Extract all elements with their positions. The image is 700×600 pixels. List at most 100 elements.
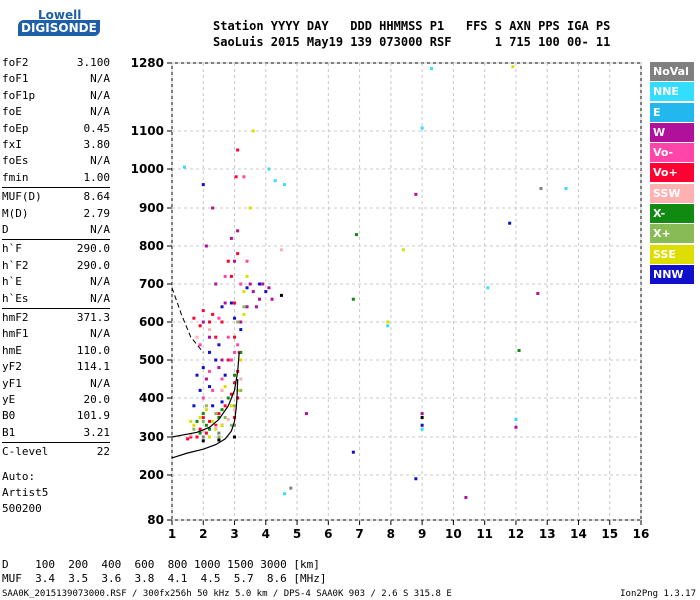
direction-legend: NoVal NNE E W Vo- Vo+ SSW X- X+ SSE NNW [650,62,694,285]
param-key: h`F [2,242,22,256]
scatter-point [214,358,218,362]
scatter-point [242,290,246,294]
scatter-point [264,290,268,294]
scatter-point [229,423,233,427]
scatter-point [186,437,190,441]
scatter-point [192,316,196,320]
x-tick-label: 15 [601,527,618,541]
y-tick-label: 1000 [131,162,164,176]
scatter-point [226,396,230,400]
param-value: N/A [90,376,110,390]
muf-value-row: MUF 3.4 3.5 3.6 3.8 4.1 4.5 5.7 8.6 [MHz… [2,572,327,585]
scatter-point [201,435,205,439]
scatter-point [233,408,237,412]
scatter-point [270,297,274,301]
scatter-point [279,293,283,297]
scatter-point [245,286,249,290]
scatter-point [414,477,418,481]
muf-distance-row: D 100 200 400 600 800 1000 1500 3000 [km… [2,558,320,571]
scatter-point [236,320,240,324]
param-row-clevel: C-level 22 [2,444,110,460]
scatter-point [201,419,205,423]
digisonde-logo: Lowell DIGISONDE [8,8,108,38]
scatter-point [420,423,424,427]
param-value: 3.80 [83,138,111,151]
legend-item-e: E [650,102,694,122]
param-row-foe: foE N/A [2,104,110,120]
y-tick-label: 600 [139,315,164,329]
scatter-point [223,404,227,408]
param-key: yF1 [2,376,22,390]
scatter-point [258,297,262,301]
scatter-point [245,274,249,278]
scatter-point [189,435,193,439]
scatter-point [258,282,262,286]
param-key: D [2,223,9,236]
scatter-point [261,282,265,286]
scatter-point [217,435,221,439]
scatter-point [245,259,249,263]
param-value: 0.45 [83,121,111,135]
scatter-point [242,305,246,309]
scatter-point [189,433,193,437]
scatter-point [183,165,187,169]
scatter-point [242,312,246,316]
parameter-separator [2,239,110,241]
header-values: SaoLuis 2015 May19 139 073000 RSF 1 715 … [213,35,611,49]
x-tick-label: 3 [230,527,238,541]
scatter-point [195,335,199,339]
scatter-point [267,167,271,171]
scatter-point [201,320,205,324]
scatter-point [511,65,515,69]
curve-trace [171,352,240,438]
scatter-point [237,350,241,354]
scatter-point [233,373,237,377]
scatter-point [211,419,215,423]
param-value: 371.3 [76,311,110,324]
scatter-point [201,309,205,313]
x-tick-label: 5 [293,527,301,541]
scatter-point [211,312,215,316]
scatter-point [214,427,218,431]
scatter-point [267,286,271,290]
param-value: N/A [90,154,110,168]
param-key: h`Es [2,291,29,305]
scatter-point [201,429,205,433]
param-key: foE [2,105,22,119]
y-tick-label: 500 [139,353,164,367]
scatter-point [233,316,237,320]
scatter-point [233,404,237,408]
param-row-fof1p: foF1p N/A [2,88,110,104]
auto-label: Auto: [2,469,36,483]
scatter-point [201,396,205,400]
scatter-point [351,450,355,454]
curve-profile [171,378,239,459]
scatter-point [195,373,199,377]
param-value: N/A [90,327,110,341]
scatter-point [217,343,221,347]
scatter-point [204,244,208,248]
scatter-point [198,343,202,347]
y-tick-label: 200 [139,468,164,482]
scatter-point [248,206,252,210]
scatter-point [208,427,212,431]
scatter-point [201,439,205,443]
legend-item-sse: SSE [650,244,694,264]
scatter-point [233,435,237,439]
legend-item-vo: Vo- [650,143,694,163]
scatter-point [208,419,212,423]
param-value: 20.0 [83,393,111,406]
param-value: N/A [90,88,110,102]
param-row-foes: foEs N/A [2,153,110,169]
param-row-yf2: yF2 114.1 [2,359,110,375]
scatter-point [226,259,230,263]
scatter-point [192,427,196,431]
scatter-point [514,425,518,429]
scatter-point [189,419,193,423]
scatter-point [354,233,358,237]
legend-item-nnw: NNW [650,264,694,284]
scatter-point [273,179,277,183]
param-value: 290.0 [76,242,110,256]
scatter-point [514,417,518,421]
scatter-point [239,350,243,354]
